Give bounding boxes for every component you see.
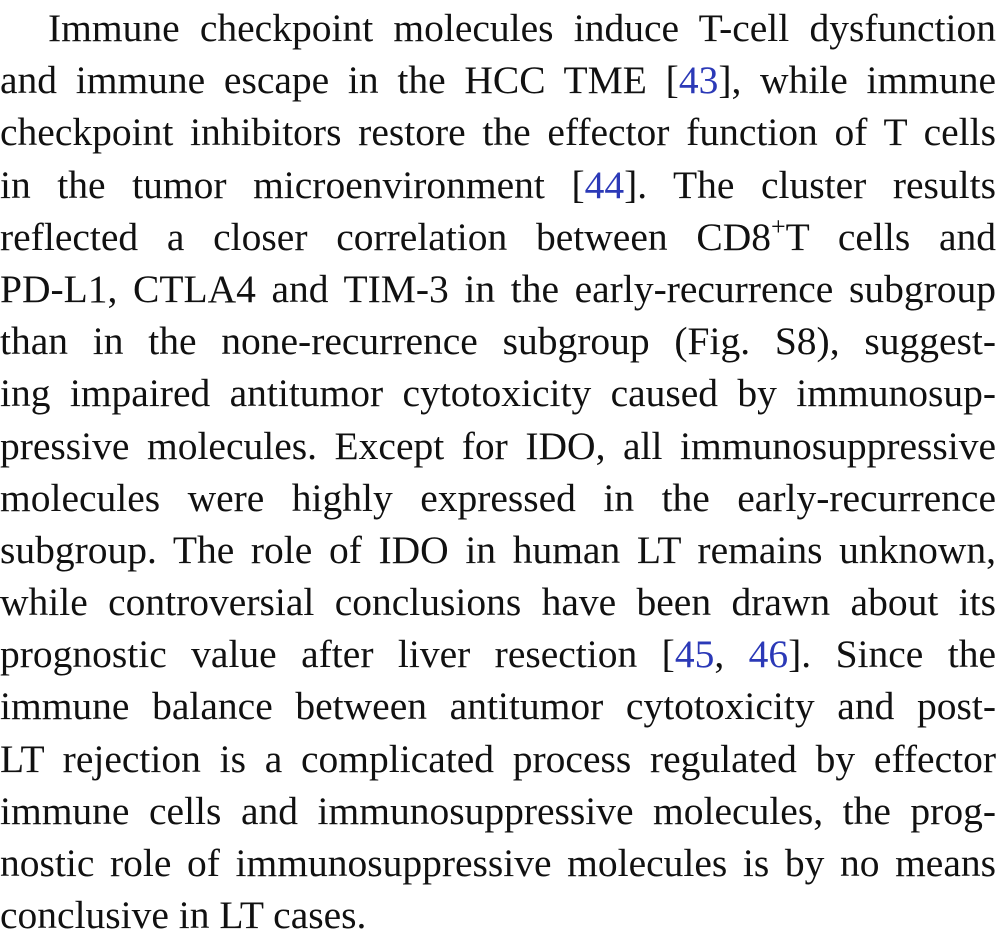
citation-link[interactable]: 45 (674, 632, 715, 677)
line-text: conclusive in LT cases. (0, 893, 367, 938)
line-text: and immune escape in the HCC TME [ (0, 58, 679, 103)
text-line: while controversial conclusions have bee… (0, 576, 996, 628)
text-line: molecules were highly expressed in the e… (0, 472, 996, 524)
text-line: prognostic value after liver resection [… (0, 628, 996, 680)
superscript: + (771, 211, 786, 241)
line-text: ing impaired antitumor cytotoxicity caus… (0, 371, 996, 416)
line-text: PD-L1, CTLA4 and TIM-3 in the early-recu… (0, 266, 996, 311)
line-text: checkpoint inhibitors restore the effect… (0, 110, 996, 155)
citation-link[interactable]: 43 (678, 58, 719, 103)
line-text: ]. Since the (788, 632, 996, 677)
text-line: reflected a closer correlation between C… (0, 211, 996, 263)
line-text: ]. The cluster results (624, 162, 996, 207)
text-line: nostic role of immunosuppressive molecul… (0, 837, 996, 889)
line-text: Immune checkpoint molecules induce T-cel… (48, 6, 996, 50)
text-line: subgroup. The role of IDO in human LT re… (0, 524, 996, 576)
line-text: , (714, 632, 749, 677)
text-line: LT rejection is a complicated process re… (0, 733, 996, 785)
text-line: conclusive in LT cases. (0, 889, 996, 941)
line-text: immune balance between antitumor cytotox… (0, 684, 996, 729)
text-line: and immune escape in the HCC TME [43], w… (0, 54, 996, 106)
text-line: PD-L1, CTLA4 and TIM-3 in the early-recu… (0, 263, 996, 315)
citation-link[interactable]: 46 (748, 632, 789, 677)
line-text: than in the none-recurrence subgroup (Fi… (0, 319, 996, 364)
text-line: Immune checkpoint molecules induce T-cel… (0, 2, 996, 54)
citation-link[interactable]: 44 (584, 162, 625, 207)
text-line: checkpoint inhibitors restore the effect… (0, 106, 996, 158)
line-text: molecules were highly expressed in the e… (0, 475, 996, 520)
line-text: prognostic value after liver resection [ (0, 632, 675, 677)
text-line: in the tumor microenvironment [44]. The … (0, 159, 996, 211)
line-text: pressive molecules. Except for IDO, all … (0, 423, 996, 468)
line-text: LT rejection is a complicated process re… (0, 736, 996, 781)
line-text: reflected a closer correlation between C… (0, 214, 771, 259)
line-text: immune cells and immunosuppressive molec… (0, 788, 996, 833)
line-text: ], while immune (718, 58, 996, 103)
text-line: pressive molecules. Except for IDO, all … (0, 420, 996, 472)
line-text: in the tumor microenvironment [ (0, 162, 585, 207)
line-text: while controversial conclusions have bee… (0, 580, 996, 625)
text-line: immune cells and immunosuppressive molec… (0, 785, 996, 837)
text-line: than in the none-recurrence subgroup (Fi… (0, 315, 996, 367)
line-text: subgroup. The role of IDO in human LT re… (0, 527, 996, 572)
text-line: ing impaired antitumor cytotoxicity caus… (0, 367, 996, 419)
text-line: immune balance between antitumor cytotox… (0, 680, 996, 732)
line-text: T cells and (785, 214, 996, 259)
line-text: nostic role of immunosuppressive molecul… (0, 841, 996, 885)
